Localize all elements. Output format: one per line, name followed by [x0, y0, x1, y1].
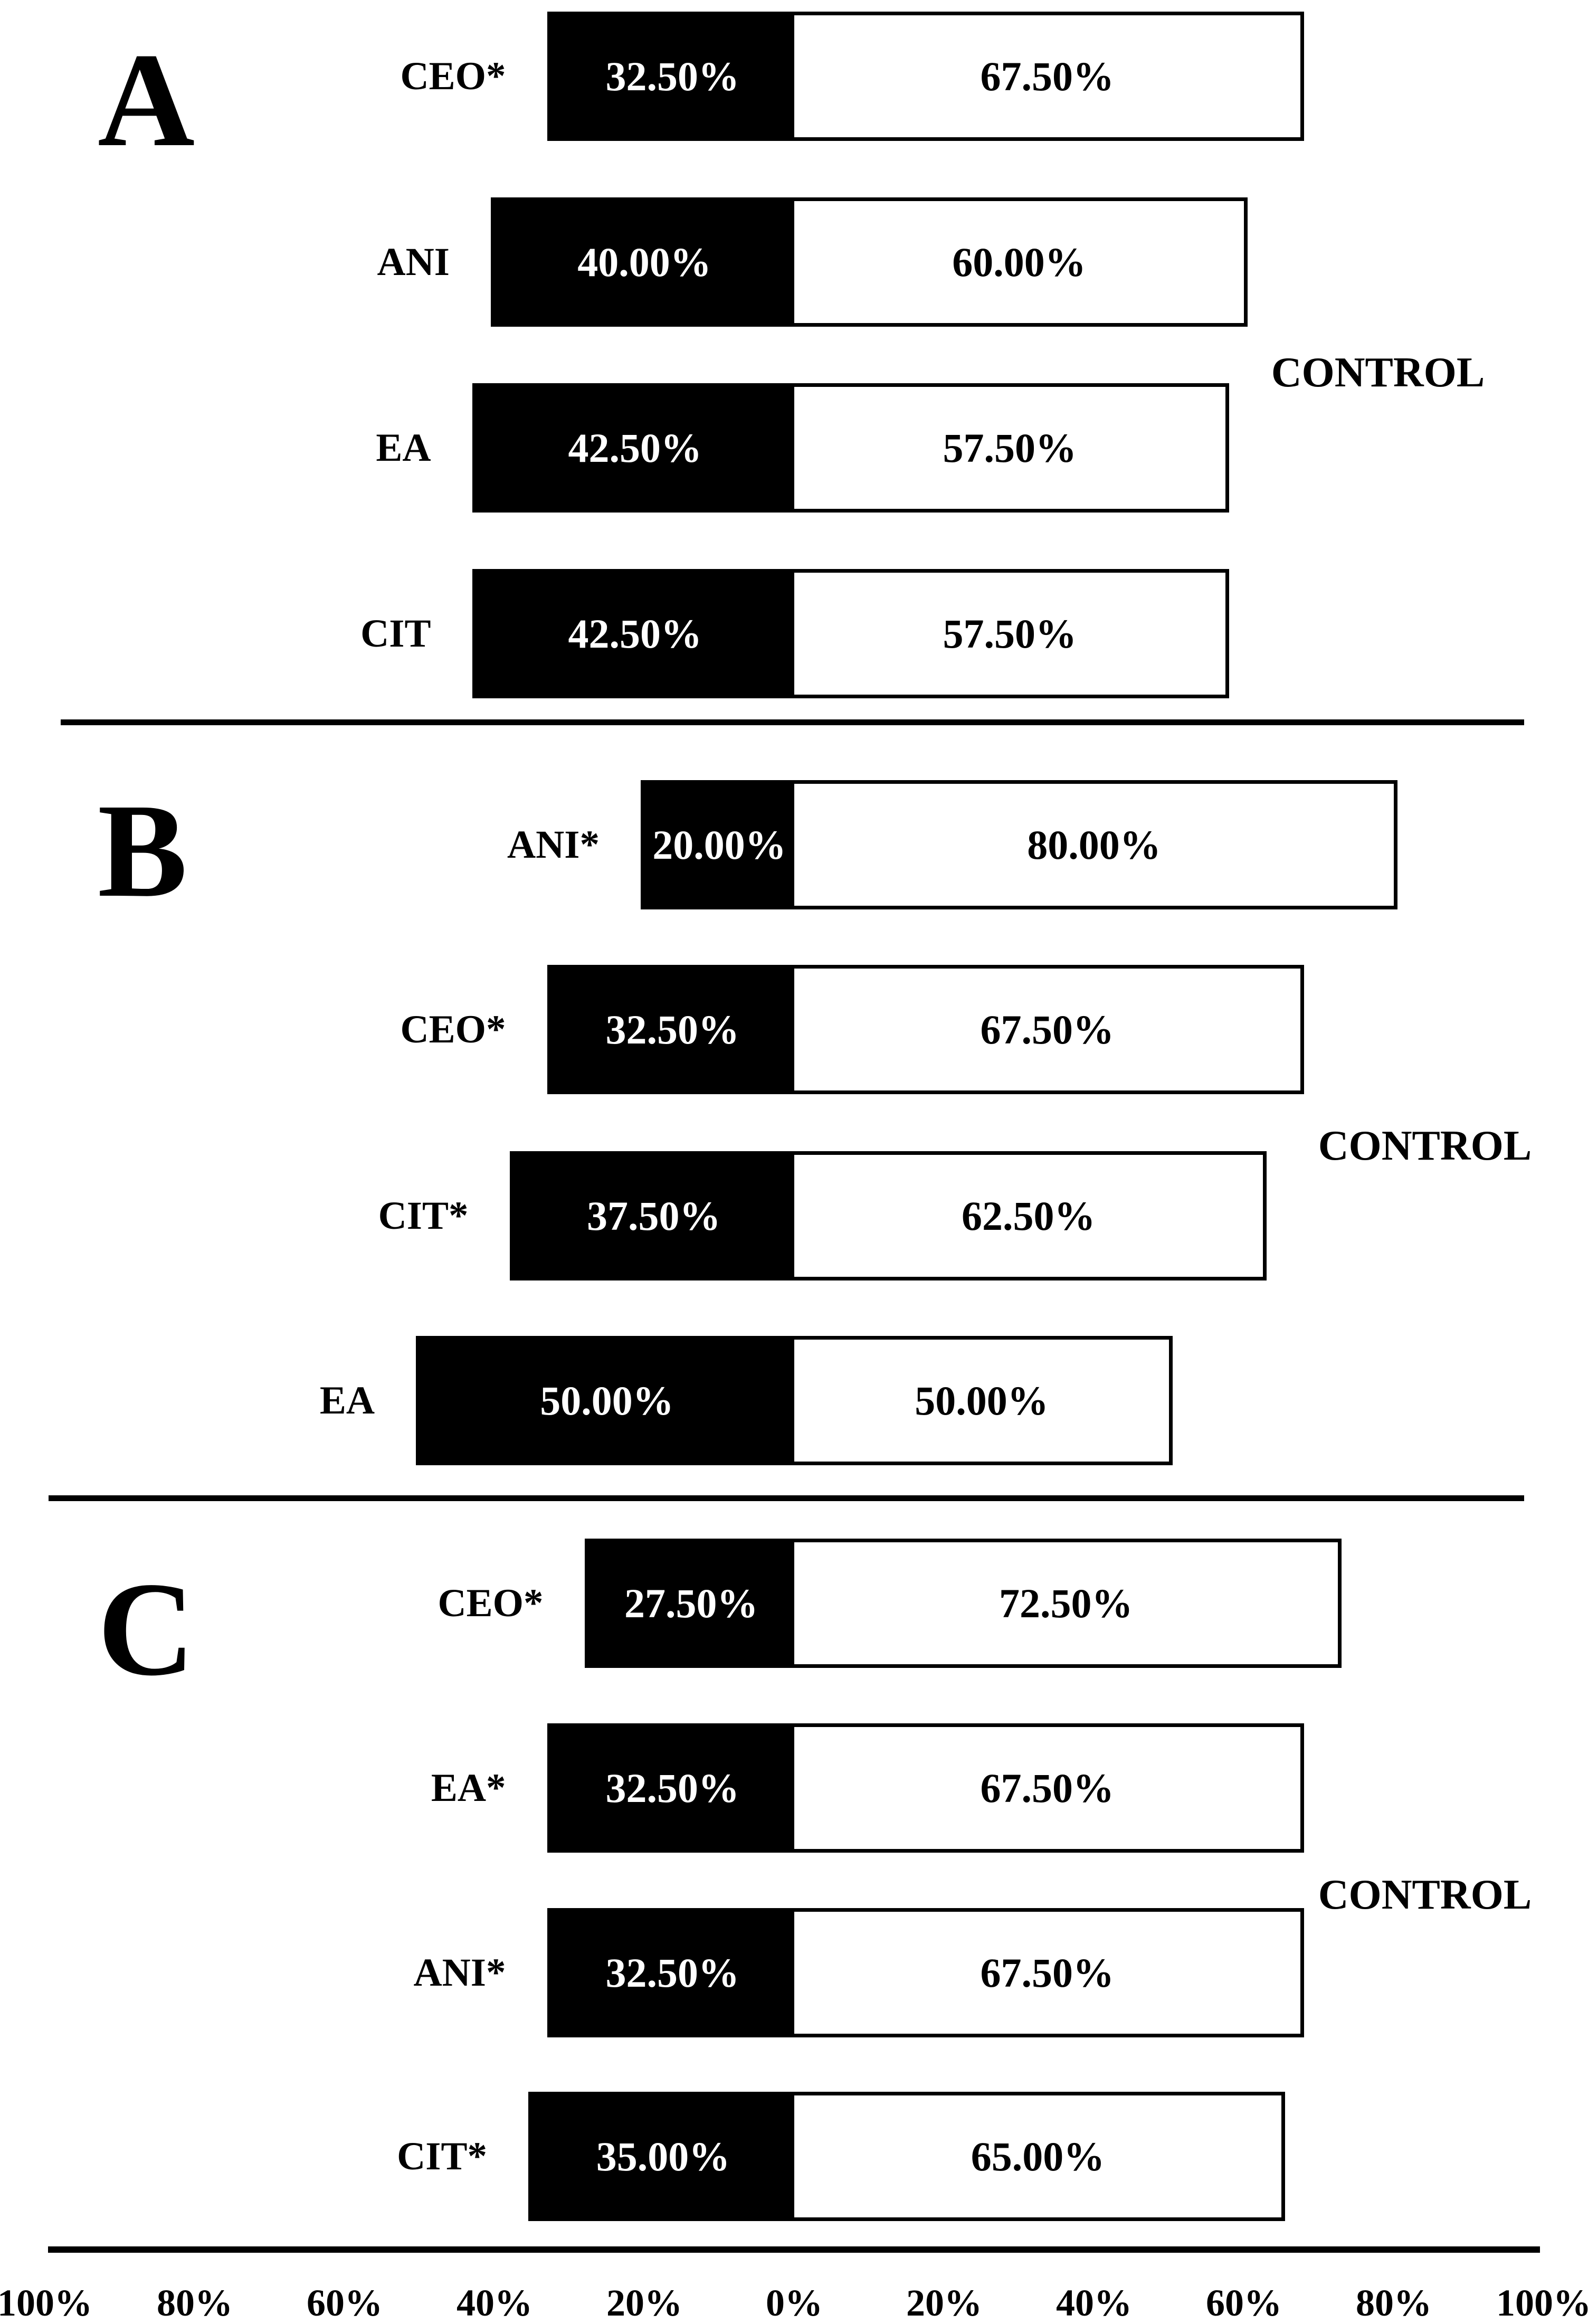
percentage-label-right: 67.50%: [980, 1765, 1115, 1811]
bar-segment-left-black: 35.00%: [532, 2095, 794, 2217]
bar-segment-left-black: 32.50%: [550, 1727, 794, 1849]
bar-row: 42.50% 57.50%: [472, 383, 1229, 513]
bar-segment-right-white: 57.50%: [794, 573, 1225, 695]
bar-segment-left-black: 27.50%: [588, 1542, 794, 1664]
x-axis-tick-label: 40%: [1056, 2282, 1132, 2324]
bar-segment-right-white: 67.50%: [794, 969, 1300, 1090]
bar-row: 42.50% 57.50%: [472, 569, 1229, 698]
panel-letter: C: [98, 1555, 195, 1704]
percentage-label-left: 42.50%: [568, 424, 702, 471]
bar-segment-left-black: 32.50%: [550, 15, 794, 137]
percentage-label-right: 60.00%: [952, 239, 1086, 285]
x-axis-tick-label: 100%: [0, 2282, 92, 2324]
bar-segment-right-white: 80.00%: [794, 784, 1394, 906]
x-axis-tick-label: 40%: [457, 2282, 532, 2324]
bar-row: 32.50% 67.50%: [547, 1908, 1304, 2037]
percentage-label-left: 40.00%: [577, 239, 711, 285]
percentage-label-right: 72.50%: [999, 1580, 1133, 1626]
category-label: CIT*: [397, 2134, 487, 2178]
bar-segment-right-white: 60.00%: [794, 201, 1244, 323]
percentage-label-left: 20.00%: [652, 821, 786, 868]
category-label: CEO*: [438, 1581, 544, 1625]
category-label: ANI*: [413, 1950, 506, 1995]
x-axis-tick-label: 100%: [1496, 2282, 1588, 2324]
bar-row: 50.00% 50.00%: [416, 1336, 1173, 1465]
bar-row: 32.50% 67.50%: [547, 12, 1304, 141]
category-label: EA*: [431, 1766, 506, 1810]
control-label: CONTROL: [1271, 349, 1485, 396]
bar-segment-left-black: 20.00%: [644, 784, 794, 906]
bar-segment-left-black: 50.00%: [420, 1340, 794, 1462]
bar-segment-right-white: 50.00%: [794, 1340, 1169, 1462]
bar-row: 20.00% 80.00%: [641, 780, 1397, 909]
bar-segment-right-white: 67.50%: [794, 1727, 1300, 1849]
panel-separator: [61, 719, 1524, 725]
bar-segment-left-black: 40.00%: [495, 201, 794, 323]
x-axis-tick-label: 60%: [1206, 2282, 1282, 2324]
percentage-label-right: 67.50%: [980, 1949, 1115, 1996]
control-label: CONTROL: [1318, 1872, 1532, 1918]
bar-row: 35.00% 65.00%: [528, 2092, 1285, 2221]
category-label: EA: [376, 425, 431, 470]
percentage-label-right: 67.50%: [980, 53, 1115, 99]
x-axis-tick-label: 60%: [307, 2282, 383, 2324]
bar-segment-left-black: 32.50%: [550, 969, 794, 1090]
bar-segment-right-white: 72.50%: [794, 1542, 1338, 1664]
bar-row: 32.50% 67.50%: [547, 1723, 1304, 1853]
percentage-label-right: 50.00%: [915, 1377, 1049, 1424]
bar-segment-left-black: 42.50%: [476, 573, 794, 695]
x-axis-tick-label: 80%: [157, 2282, 233, 2324]
percentage-label-right: 80.00%: [1027, 821, 1161, 868]
bar-segment-right-white: 65.00%: [794, 2095, 1281, 2217]
x-axis-tick-label: 0%: [766, 2282, 823, 2324]
bar-segment-left-black: 42.50%: [476, 387, 794, 509]
bar-segment-right-white: 57.50%: [794, 387, 1225, 509]
percentage-label-right: 67.50%: [980, 1006, 1115, 1052]
percentage-label-left: 50.00%: [540, 1377, 674, 1424]
x-axis-tick-label: 80%: [1356, 2282, 1432, 2324]
x-axis-tick-label: 20%: [606, 2282, 682, 2324]
bar-segment-right-white: 67.50%: [794, 15, 1300, 137]
category-label: CEO*: [400, 54, 506, 98]
percentage-label-right: 65.00%: [971, 2133, 1105, 2179]
percentage-label-left: 27.50%: [624, 1580, 758, 1626]
category-label: ANI: [377, 240, 450, 284]
bar-segment-right-white: 62.50%: [794, 1155, 1263, 1277]
panel-letter: B: [98, 776, 188, 925]
bar-row: 32.50% 67.50%: [547, 965, 1304, 1094]
x-axis-line: [48, 2246, 1540, 2253]
category-label: CIT*: [378, 1193, 469, 1238]
percentage-label-left: 35.00%: [596, 2133, 730, 2179]
bar-segment-left-black: 32.50%: [550, 1912, 794, 2034]
bar-row: 37.50% 62.50%: [509, 1151, 1267, 1280]
percentage-label-left: 32.50%: [605, 1765, 740, 1811]
percentage-label-right: 62.50%: [962, 1192, 1096, 1239]
category-label: CIT: [360, 611, 431, 656]
category-label: CEO*: [400, 1007, 506, 1051]
bar-segment-right-white: 67.50%: [794, 1912, 1300, 2034]
category-label: ANI*: [507, 822, 600, 867]
panel-separator: [49, 1495, 1524, 1501]
control-label: CONTROL: [1318, 1123, 1532, 1169]
panel-letter: A: [98, 26, 195, 175]
percentage-label-right: 57.50%: [943, 610, 1077, 657]
bar-segment-left-black: 37.50%: [513, 1155, 794, 1277]
bar-row: 27.50% 72.50%: [584, 1539, 1342, 1668]
percentage-label-left: 42.50%: [568, 610, 702, 657]
x-axis-tick-label: 20%: [906, 2282, 982, 2324]
percentage-label-left: 32.50%: [605, 1949, 740, 1996]
percentage-label-left: 32.50%: [605, 53, 740, 99]
category-label: EA: [319, 1378, 375, 1422]
percentage-label-right: 57.50%: [943, 424, 1077, 471]
bar-row: 40.00% 60.00%: [491, 197, 1248, 327]
percentage-label-left: 37.50%: [587, 1192, 721, 1239]
percentage-label-left: 32.50%: [605, 1006, 740, 1052]
